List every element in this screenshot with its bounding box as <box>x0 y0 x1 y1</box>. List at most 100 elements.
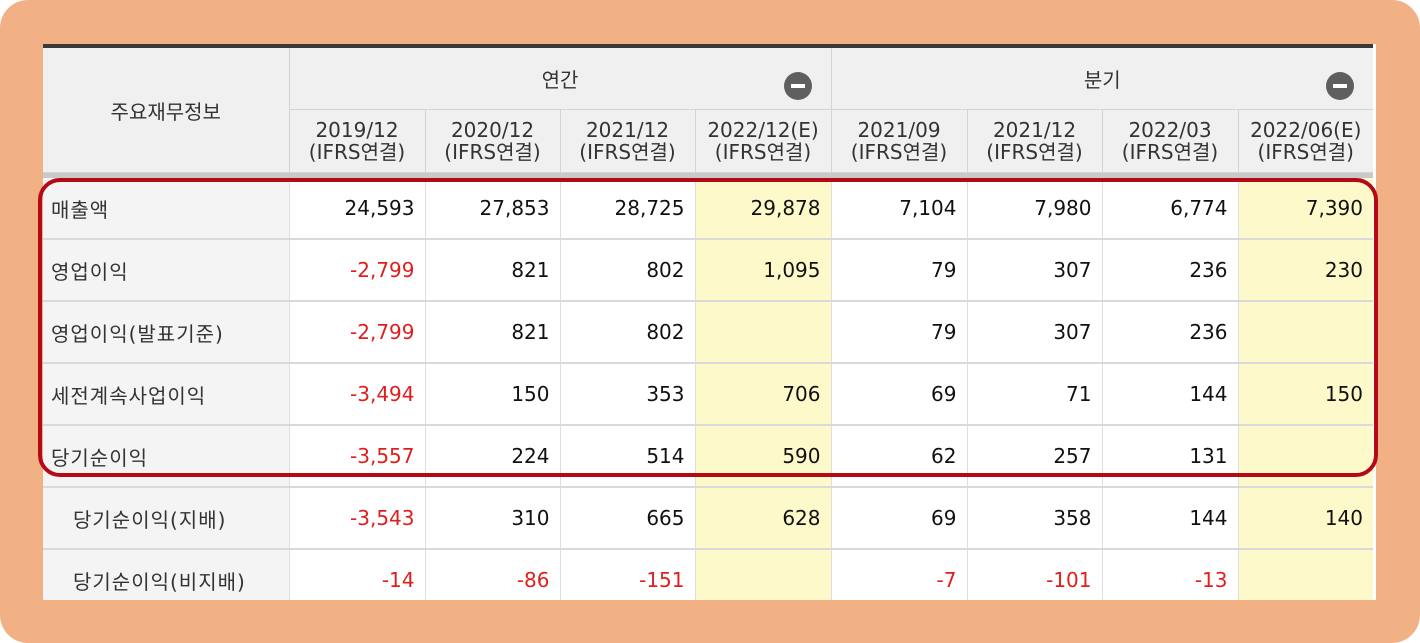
value-cell <box>695 549 832 600</box>
value-cell: 236 <box>1102 301 1239 364</box>
period-header: 2019/12 (IFRS연결) <box>289 109 426 173</box>
group-header-annual: 연간 <box>289 48 832 110</box>
table-top-rule <box>43 44 1373 48</box>
value-cell: 821 <box>425 239 561 302</box>
value-cell <box>1238 301 1373 364</box>
label-header: 주요재무정보 <box>43 48 290 173</box>
period-basis: (IFRS연결) <box>714 140 812 164</box>
value-cell: -2,799 <box>289 301 426 364</box>
period-basis: (IFRS연결) <box>1257 140 1354 164</box>
value-cell: 7,390 <box>1238 178 1373 240</box>
period-header: 2022/06(E) (IFRS연결) <box>1238 109 1373 173</box>
header-row-groups: 주요재무정보 연간 분기 <box>43 48 1373 173</box>
header-separator <box>43 172 1373 178</box>
group-label-annual: 연간 <box>541 68 579 92</box>
value-cell: 27,853 <box>425 178 561 240</box>
value-cell: -7 <box>831 549 968 600</box>
period-basis: (IFRS연결) <box>850 140 948 164</box>
group-header-quarterly: 분기 <box>831 48 1373 110</box>
value-cell: -86 <box>425 549 561 600</box>
value-cell: 802 <box>560 301 696 364</box>
period-date: 2021/12 <box>992 118 1077 142</box>
value-cell: 7,104 <box>831 178 968 240</box>
value-cell: 628 <box>695 487 832 550</box>
value-cell: 144 <box>1102 363 1239 426</box>
period-date: 2022/03 <box>1128 118 1212 142</box>
value-cell: 150 <box>425 363 561 426</box>
period-date: 2019/12 <box>315 118 399 142</box>
value-cell: 24,593 <box>289 178 426 240</box>
value-cell: 706 <box>695 363 832 426</box>
value-cell: 590 <box>695 425 832 488</box>
table-row: 영업이익(발표기준) -2,799 821 802 79 307 236 <box>43 301 1373 364</box>
period-header: 2021/12 (IFRS연결) <box>560 109 696 173</box>
period-basis: (IFRS연결) <box>308 140 406 164</box>
table-row: 매출액 24,593 27,853 28,725 29,878 7,104 7,980 6,7… <box>43 178 1373 240</box>
period-date: 2022/06(E) <box>1250 118 1362 142</box>
value-cell: -101 <box>967 549 1103 600</box>
table-row: 영업이익 -2,799 821 802 1,095 79 307 236 230 <box>43 239 1373 302</box>
value-cell: 821 <box>425 301 561 364</box>
value-cell <box>695 301 832 364</box>
period-header: 2022/03 (IFRS연결) <box>1102 109 1239 173</box>
period-date: 2022/12(E) <box>707 118 819 142</box>
financial-table: 주요재무정보 연간 분기 2019/12 (IFRS연결) 2020/12 (IFRS… <box>43 44 1373 600</box>
value-cell: 514 <box>560 425 696 488</box>
value-cell: 69 <box>831 487 968 550</box>
row-label: 세전계속사업이익 <box>43 363 290 426</box>
minus-circle-icon[interactable] <box>1326 72 1354 100</box>
value-cell: 140 <box>1238 487 1373 550</box>
row-label: 매출액 <box>43 178 290 240</box>
value-cell: -3,494 <box>289 363 426 426</box>
value-cell: 1,095 <box>695 239 832 302</box>
value-cell: 7,980 <box>967 178 1103 240</box>
value-cell: 665 <box>560 487 696 550</box>
period-basis: (IFRS연결) <box>444 140 541 164</box>
value-cell: 150 <box>1238 363 1373 426</box>
period-basis: (IFRS연결) <box>579 140 676 164</box>
period-date: 2021/09 <box>857 118 941 142</box>
value-cell: 307 <box>967 239 1103 302</box>
value-cell <box>1238 425 1373 488</box>
period-header: 2020/12 (IFRS연결) <box>425 109 561 173</box>
row-label: 당기순이익 <box>43 425 290 488</box>
value-cell: -3,557 <box>289 425 426 488</box>
table-row: 당기순이익(비지배) -14 -86 -151 -7 -101 -13 <box>43 549 1373 600</box>
minus-circle-icon[interactable] <box>783 72 812 100</box>
financial-summary-panel: 주요재무정보 연간 분기 2019/12 (IFRS연결) 2020/12 (IFRS… <box>43 44 1376 600</box>
value-cell: 310 <box>425 487 561 550</box>
value-cell: 236 <box>1102 239 1239 302</box>
value-cell: 28,725 <box>560 178 696 240</box>
row-label: 당기순이익(비지배) <box>43 549 290 600</box>
period-header: 2021/12 (IFRS연결) <box>967 109 1103 173</box>
value-cell: 358 <box>967 487 1103 550</box>
period-basis: (IFRS연결) <box>1121 140 1219 164</box>
value-cell: 62 <box>831 425 968 488</box>
value-cell: -14 <box>289 549 426 600</box>
value-cell: -3,543 <box>289 487 426 550</box>
value-cell: 224 <box>425 425 561 488</box>
period-date: 2021/12 <box>585 118 670 142</box>
value-cell: 230 <box>1238 239 1373 302</box>
value-cell <box>1238 549 1373 600</box>
value-cell: -13 <box>1102 549 1239 600</box>
period-basis: (IFRS연결) <box>986 140 1083 164</box>
value-cell: -151 <box>560 549 696 600</box>
period-header: 2021/09 (IFRS연결) <box>831 109 968 173</box>
row-label: 영업이익(발표기준) <box>43 301 290 364</box>
value-cell: 6,774 <box>1102 178 1239 240</box>
value-cell: 69 <box>831 363 968 426</box>
value-cell: 79 <box>831 239 968 302</box>
table-row: 당기순이익 -3,557 224 514 590 62 257 131 <box>43 425 1373 488</box>
value-cell: 144 <box>1102 487 1239 550</box>
value-cell: 29,878 <box>695 178 832 240</box>
value-cell: -2,799 <box>289 239 426 302</box>
row-label: 당기순이익(지배) <box>43 487 290 550</box>
period-date: 2020/12 <box>450 118 535 142</box>
table-row: 세전계속사업이익 -3,494 150 353 706 69 71 144 150 <box>43 363 1373 426</box>
value-cell: 79 <box>831 301 968 364</box>
value-cell: 802 <box>560 239 696 302</box>
value-cell: 257 <box>967 425 1103 488</box>
value-cell: 353 <box>560 363 696 426</box>
table-row: 당기순이익(지배) -3,543 310 665 628 69 358 144 140 <box>43 487 1373 550</box>
